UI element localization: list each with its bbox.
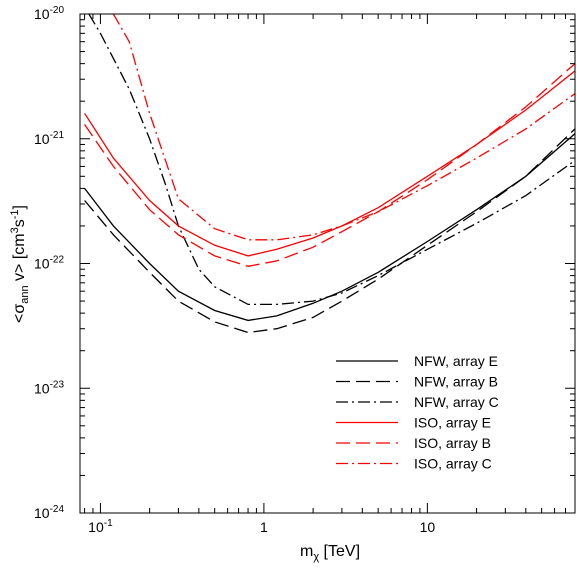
y-axis-title-sup2: -1 [9, 209, 21, 219]
series-line-2 [84, 128, 575, 334]
legend: NFW, array E NFW, array B NFW, array C ISO,… [336, 353, 499, 472]
y-axis-title-pre: <σ [11, 304, 28, 323]
series-line-1 [84, 133, 575, 322]
x-tick-label: 1 [260, 519, 268, 535]
x-axis-title-main: m [300, 543, 313, 560]
series-line-4 [84, 70, 575, 257]
plot-frame [79, 13, 576, 514]
y-axis-title: <σann v> [cm3s-1] [9, 205, 31, 323]
y-tick-label: 10-20 [34, 5, 64, 22]
y-tick-base: 10 [34, 6, 50, 22]
x-tick-label: 10 [420, 519, 436, 535]
series-layer [84, 14, 575, 334]
series-line-6 [112, 14, 575, 241]
legend-label-6: ISO, array C [414, 456, 492, 472]
y-tick-exp: -23 [50, 379, 65, 390]
y-tick-base: 10 [34, 131, 50, 147]
y-tick-base: 10 [34, 505, 50, 521]
x-ticks: 10-1 1 10 [84, 14, 576, 535]
legend-label-1: NFW, array E [414, 353, 498, 369]
legend-label-2: NFW, array B [414, 374, 498, 390]
y-axis-title-post: ] [11, 205, 28, 209]
y-tick-exp: -21 [50, 130, 65, 141]
x-axis-title-unit: [TeV] [324, 543, 360, 560]
y-axis-title-mid2: s [11, 219, 28, 227]
y-tick-exp: -22 [50, 255, 65, 266]
y-tick-label: 10-23 [34, 379, 64, 396]
legend-label-3: NFW, array C [414, 394, 499, 410]
y-tick-label: 10-21 [34, 130, 64, 147]
y-tick-base: 10 [34, 256, 50, 272]
legend-label-5: ISO, array B [414, 435, 491, 451]
y-axis-title-mid: v> [cm [11, 233, 28, 285]
y-axis-title-sup1: 3 [9, 227, 21, 233]
x-axis-title: mχ [TeV] [300, 543, 360, 563]
x-tick-base: 10 [88, 519, 104, 535]
series-line-3 [88, 14, 575, 306]
y-tick-label: 10-24 [34, 504, 64, 521]
series-line-5 [84, 63, 575, 267]
y-tick-base: 10 [34, 380, 50, 396]
y-tick-exp: -24 [50, 504, 65, 515]
y-tick-label: 10-22 [34, 255, 64, 272]
x-tick-label: 10-1 [88, 518, 113, 535]
legend-label-4: ISO, array E [414, 415, 491, 431]
y-axis-title-sub: ann [19, 285, 31, 303]
x-tick-exp: -1 [104, 518, 113, 529]
y-tick-exp: -20 [50, 5, 65, 16]
x-axis-title-sub: χ [313, 551, 319, 563]
